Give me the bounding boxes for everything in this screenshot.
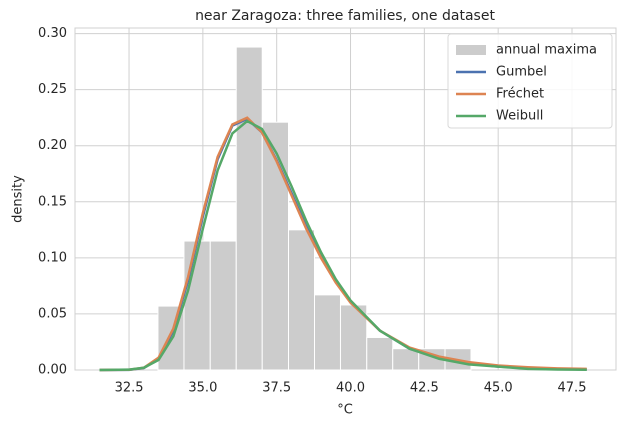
histogram-bar	[392, 348, 420, 371]
legend-box	[447, 33, 613, 129]
chart-title: near Zaragoza: three families, one datas…	[195, 8, 495, 24]
histogram-bar	[183, 240, 211, 371]
y-axis-label: density	[11, 175, 26, 223]
x-axis-label: °C	[337, 403, 353, 418]
y-tick-label: 0.10	[38, 250, 67, 265]
histogram-bar	[261, 121, 290, 371]
y-tick-label: 0.15	[38, 194, 67, 209]
x-tick-label: 47.5	[558, 381, 587, 396]
legend-label: Fréchet	[496, 87, 544, 102]
histogram-bar	[366, 336, 394, 371]
x-tick-label: 40.0	[336, 381, 365, 396]
y-tick-label: 0.30	[38, 26, 67, 41]
x-tick-label: 37.5	[262, 381, 291, 396]
x-tick-label: 32.5	[115, 381, 144, 396]
legend-label: Gumbel	[496, 65, 547, 80]
density-curve	[99, 116, 587, 372]
histogram-bar	[235, 46, 263, 371]
y-tick-label: 0.25	[38, 82, 67, 97]
legend-swatch	[456, 45, 486, 55]
x-tick-label: 45.0	[484, 381, 513, 396]
x-tick-label: 42.5	[410, 381, 439, 396]
density-curve	[99, 119, 587, 372]
histogram-bar	[313, 294, 341, 371]
legend-label: annual maxima	[496, 43, 597, 58]
y-tick-label: 0.05	[38, 306, 67, 321]
y-tick-label: 0.00	[38, 363, 67, 378]
y-tick-label: 0.20	[38, 138, 67, 153]
histogram-bar	[288, 229, 315, 371]
legend-label: Weibull	[496, 109, 543, 124]
x-tick-label: 35.0	[188, 381, 217, 396]
histogram-bar	[209, 240, 237, 371]
